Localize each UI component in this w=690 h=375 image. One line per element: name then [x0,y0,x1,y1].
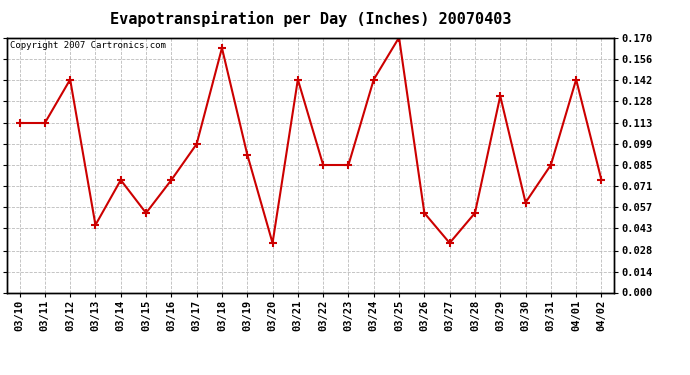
Text: Copyright 2007 Cartronics.com: Copyright 2007 Cartronics.com [10,41,166,50]
Text: Evapotranspiration per Day (Inches) 20070403: Evapotranspiration per Day (Inches) 2007… [110,11,511,27]
